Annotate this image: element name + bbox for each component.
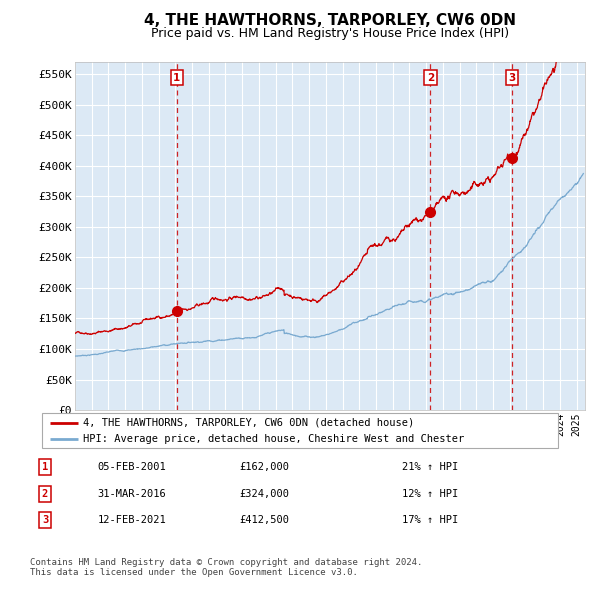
Text: 12-FEB-2021: 12-FEB-2021 (98, 516, 166, 525)
Text: £162,000: £162,000 (239, 463, 289, 472)
Text: 2: 2 (42, 489, 48, 499)
Text: Price paid vs. HM Land Registry's House Price Index (HPI): Price paid vs. HM Land Registry's House … (151, 27, 509, 40)
FancyBboxPatch shape (42, 413, 558, 448)
Text: 31-MAR-2016: 31-MAR-2016 (98, 489, 166, 499)
Text: 1: 1 (42, 463, 48, 472)
Text: 17% ↑ HPI: 17% ↑ HPI (402, 516, 458, 525)
Text: 21% ↑ HPI: 21% ↑ HPI (402, 463, 458, 472)
Text: 4, THE HAWTHORNS, TARPORLEY, CW6 0DN: 4, THE HAWTHORNS, TARPORLEY, CW6 0DN (144, 13, 516, 28)
Text: Contains HM Land Registry data © Crown copyright and database right 2024.
This d: Contains HM Land Registry data © Crown c… (30, 558, 422, 577)
Text: 12% ↑ HPI: 12% ↑ HPI (402, 489, 458, 499)
Text: HPI: Average price, detached house, Cheshire West and Chester: HPI: Average price, detached house, Ches… (83, 434, 464, 444)
Text: 3: 3 (42, 516, 48, 525)
Text: 1: 1 (173, 73, 181, 83)
Text: £324,000: £324,000 (239, 489, 289, 499)
Text: 2: 2 (427, 73, 434, 83)
Text: 3: 3 (508, 73, 515, 83)
Text: 4, THE HAWTHORNS, TARPORLEY, CW6 0DN (detached house): 4, THE HAWTHORNS, TARPORLEY, CW6 0DN (de… (83, 418, 415, 428)
Text: 05-FEB-2001: 05-FEB-2001 (98, 463, 166, 472)
Text: £412,500: £412,500 (239, 516, 289, 525)
